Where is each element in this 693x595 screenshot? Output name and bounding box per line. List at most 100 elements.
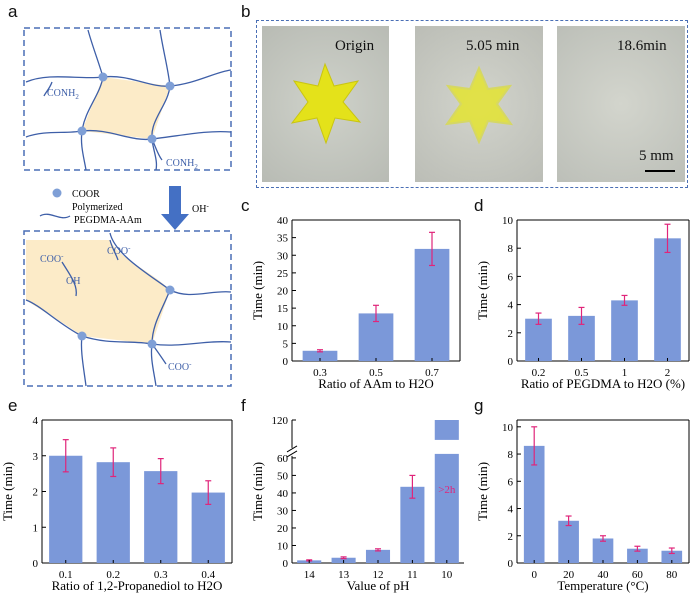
y-axis-label: Time (min) [475, 261, 490, 320]
y-tick-label: 10 [277, 321, 289, 333]
x-tick-label: 14 [304, 569, 316, 581]
x-tick-label: 80 [666, 569, 678, 581]
y-tick-label: 1 [33, 522, 39, 534]
bar [302, 350, 338, 361]
chart-g: 0 2 4 6 8 10 0 20 40 60 80 Temperature (°C) Time (mi… [475, 419, 690, 593]
x-tick-label: 12 [373, 569, 384, 581]
panel-label-f: f [241, 396, 246, 415]
x-tick-label: 0.5 [575, 367, 589, 379]
network-cell-fill-swollen [26, 240, 170, 344]
y-axis-label: Time (min) [0, 462, 15, 521]
y-tick-label: 4 [508, 504, 514, 516]
panel-label-g: g [474, 396, 484, 415]
y-tick-label: 3 [33, 451, 39, 463]
legend-pegdma: PEGDMA-AAm [74, 215, 142, 226]
y-tick-label: 30 [277, 250, 289, 262]
y-tick-label: 30 [277, 505, 289, 517]
bar-break [435, 440, 459, 444]
x-tick-label: 40 [598, 569, 610, 581]
x-tick-label: 20 [563, 569, 575, 581]
x-tick-label: 0 [531, 569, 537, 581]
y-tick-label: 15 [277, 303, 289, 315]
scale-bar [645, 170, 675, 172]
x-axis-label: Value of pH [347, 578, 410, 593]
x-tick-label: 1 [622, 367, 628, 379]
bar [611, 300, 638, 361]
y-tick-label: 10 [502, 215, 514, 227]
y-tick-label: 2 [508, 328, 514, 340]
photo-5min [415, 26, 543, 182]
star-shape-5min [444, 65, 514, 145]
photo-origin [262, 26, 389, 182]
schematic-panel: CONH2 CONH2 COOR Polymerized PEGDMA-AAm … [23, 27, 232, 387]
axis-break-gap [287, 447, 297, 456]
oh-group-label: OH [66, 276, 80, 287]
y-tick-label: 0 [33, 558, 39, 570]
x-tick-label: 10 [441, 569, 453, 581]
bar [365, 549, 391, 563]
y-tick-label: 40 [277, 215, 289, 227]
y-tick-label: 10 [502, 422, 514, 434]
x-tick-label: 0.7 [425, 367, 439, 379]
panel-label-c: c [241, 196, 250, 215]
axis-break-mark [286, 450, 298, 458]
y-tick-label: 35 [277, 233, 289, 245]
bar [558, 520, 579, 563]
y-tick-label: 20 [277, 523, 289, 535]
x-tick-label: 2 [665, 367, 671, 379]
bar [49, 455, 83, 563]
legend-coor: COOR [72, 189, 100, 200]
y-tick-label: 2 [508, 531, 514, 543]
panel-label-d: d [474, 196, 484, 215]
photo-label-18min: 18.6min [617, 38, 667, 54]
x-tick-label: 0.3 [154, 569, 168, 581]
photo-18min [557, 26, 685, 182]
y-tick-label: 20 [277, 286, 289, 298]
bar [661, 550, 683, 563]
bar [525, 318, 552, 361]
coo-label-1: COO- [40, 252, 64, 265]
reaction-arrow-icon [161, 186, 189, 230]
y-tick-label: 0 [508, 356, 514, 368]
y-axis-label: Time (min) [475, 462, 490, 521]
y-tick-label: 8 [508, 449, 514, 461]
oh-arrow-label: OH- [192, 202, 209, 215]
x-tick-label: 60 [632, 569, 644, 581]
x-tick-label: 0.4 [201, 569, 215, 581]
y-tick-label: 120 [272, 415, 289, 427]
y-tick-label: 0 [283, 558, 289, 570]
legend-node-icon [52, 188, 62, 198]
y-tick-label: 10 [277, 540, 289, 552]
chart-f: 0 10 20 30 40 50 60 120 14 13 12 11 >2h 10 Value of pH… [250, 415, 464, 593]
y-tick-label: 6 [508, 476, 514, 488]
bar [434, 453, 459, 563]
y-tick-label: 8 [508, 243, 514, 255]
bar [434, 420, 459, 440]
axis-break-mark [286, 445, 298, 453]
scale-bar-label: 5 mm [639, 148, 674, 164]
y-tick-label: 4 [33, 415, 39, 427]
photo-label-5min: 5.05 min [466, 38, 520, 54]
bar [144, 471, 178, 563]
y-tick-label: 25 [277, 268, 289, 280]
bar [523, 445, 545, 563]
y-tick-label: 50 [277, 470, 289, 482]
x-tick-label: 0.2 [106, 569, 120, 581]
y-axis-label: Time (min) [250, 261, 265, 320]
bar-annotation: >2h [438, 484, 456, 496]
legend-polymerized: Polymerized [72, 202, 123, 213]
y-tick-label: 40 [277, 488, 289, 500]
bar [627, 548, 648, 563]
conh2-top-label: CONH2 [47, 88, 79, 101]
y-tick-label: 4 [508, 300, 514, 312]
y-axis-label: Time (min) [250, 462, 265, 521]
star-shape-origin [290, 62, 362, 145]
y-tick-label: 0 [508, 558, 514, 570]
bar [96, 462, 130, 563]
x-axis-label: Temperature (°C) [557, 578, 648, 593]
legend-line-icon [39, 213, 71, 219]
bar [654, 238, 681, 361]
y-tick-label: 60 [277, 453, 289, 465]
